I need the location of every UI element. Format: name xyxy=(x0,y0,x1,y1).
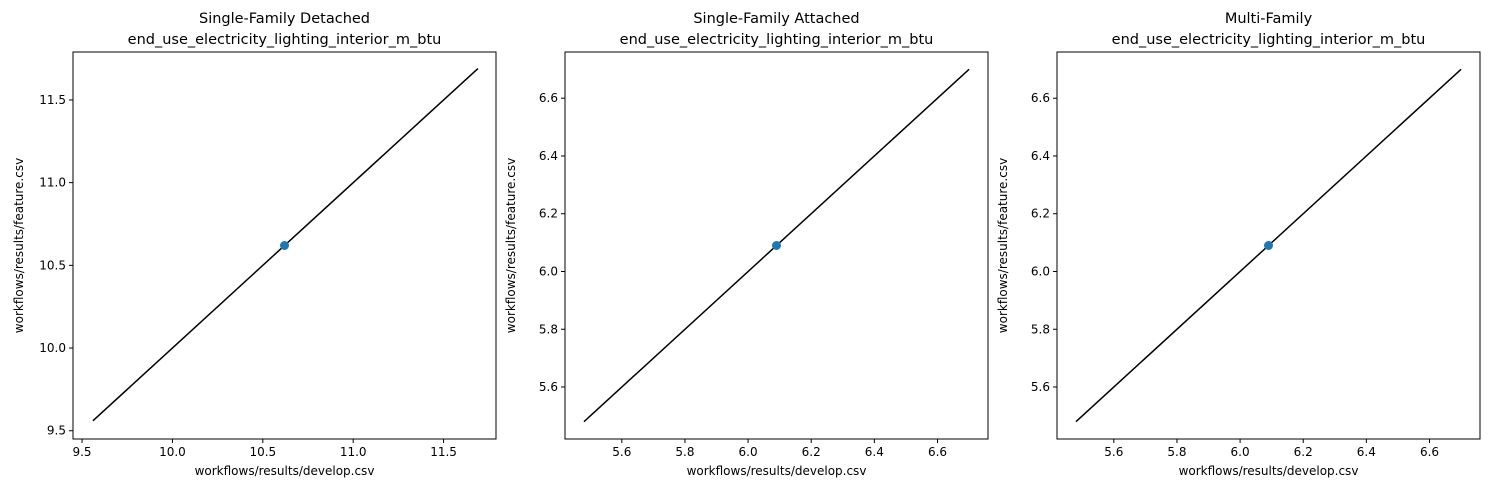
data-point-1 xyxy=(772,241,781,250)
x-axis-label: workflows/results/develop.csv xyxy=(195,464,375,478)
x-axis-label: workflows/results/develop.csv xyxy=(687,464,867,478)
y-tick-label: 6.2 xyxy=(1031,207,1050,221)
y-tick-label: 6.6 xyxy=(539,91,558,105)
y-tick-label: 6.6 xyxy=(1031,91,1050,105)
chart-title: Single-Family Attached xyxy=(693,11,859,27)
y-tick-label: 10.0 xyxy=(39,341,66,355)
x-tick-label: 5.8 xyxy=(675,445,694,459)
x-tick-label: 11.5 xyxy=(430,445,457,459)
x-axis-label: workflows/results/develop.csv xyxy=(1179,464,1359,478)
y-tick-label: 5.8 xyxy=(1031,322,1050,336)
x-tick-label: 5.6 xyxy=(612,445,631,459)
y-tick-label: 11.0 xyxy=(39,176,66,190)
y-tick-label: 6.0 xyxy=(539,264,558,278)
x-tick-label: 6.0 xyxy=(1231,445,1250,459)
x-tick-label: 6.0 xyxy=(739,445,758,459)
chart-subtitle: end_use_electricity_lighting_interior_m_… xyxy=(620,32,934,48)
axes-frame xyxy=(564,51,989,440)
x-tick-label: 10.5 xyxy=(249,445,276,459)
x-tick-label: 6.6 xyxy=(1420,445,1439,459)
y-tick-label: 11.5 xyxy=(39,93,66,107)
data-point-1 xyxy=(1264,241,1273,250)
chart-subtitle: end_use_electricity_lighting_interior_m_… xyxy=(1112,32,1426,48)
x-tick-label: 6.2 xyxy=(802,445,821,459)
data-point-1 xyxy=(280,241,289,250)
y-tick-label: 5.6 xyxy=(539,380,558,394)
x-tick-label: 5.8 xyxy=(1167,445,1186,459)
x-tick-label: 6.4 xyxy=(1357,445,1376,459)
chart-subtitle: end_use_electricity_lighting_interior_m_… xyxy=(128,32,442,48)
x-tick-label: 6.4 xyxy=(865,445,884,459)
y-tick-label: 6.4 xyxy=(1031,149,1050,163)
subplot-1: 9.5 10.0 10.5 11.0 11.5 9.5 10.0 10.5 11.0 11.5 wo… xyxy=(12,11,497,478)
subplot-2: 5.6 5.8 6.0 6.2 6.4 6.6 5.6 5.8 6.0 6.2 6.4 6.6 work… xyxy=(504,11,989,478)
y-axis-label: workflows/results/feature.csv xyxy=(12,158,26,333)
y-tick-label: 10.5 xyxy=(39,258,66,272)
axes-frame xyxy=(1056,51,1481,440)
y-tick-label: 5.6 xyxy=(1031,380,1050,394)
x-tick-label: 5.6 xyxy=(1104,445,1123,459)
y-axis-label: workflows/results/feature.csv xyxy=(996,158,1010,333)
x-tick-label: 6.6 xyxy=(928,445,947,459)
x-tick-label: 10.0 xyxy=(159,445,186,459)
x-tick-label: 11.0 xyxy=(340,445,367,459)
axes-frame xyxy=(72,51,497,440)
y-tick-label: 9.5 xyxy=(47,424,66,438)
y-tick-label: 6.0 xyxy=(1031,264,1050,278)
x-tick-label: 9.5 xyxy=(72,445,91,459)
y-tick-label: 5.8 xyxy=(539,322,558,336)
y-tick-label: 6.2 xyxy=(539,207,558,221)
subplot-3: 5.6 5.8 6.0 6.2 6.4 6.6 5.6 5.8 6.0 6.2 6.4 6.6 work… xyxy=(996,11,1481,478)
y-axis-label: workflows/results/feature.csv xyxy=(504,158,518,333)
chart-title: Multi-Family xyxy=(1225,11,1313,27)
y-tick-label: 6.4 xyxy=(539,149,558,163)
chart-title: Single-Family Detached xyxy=(199,11,370,27)
x-tick-label: 6.2 xyxy=(1294,445,1313,459)
